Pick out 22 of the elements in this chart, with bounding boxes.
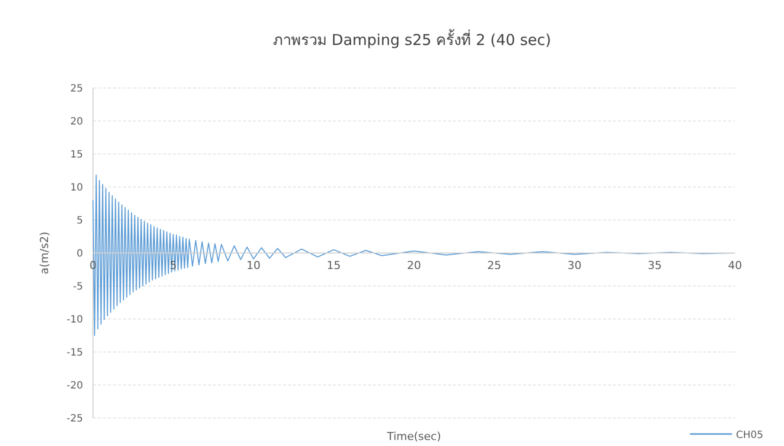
y-axis-title: a(m/s2) xyxy=(38,232,51,274)
legend-label: CH05 xyxy=(736,430,764,441)
y-tick-label: 20 xyxy=(70,116,83,128)
x-tick-label: 10 xyxy=(246,259,260,272)
y-tick-label: 5 xyxy=(76,216,83,226)
y-tick-label: -15 xyxy=(66,348,83,358)
y-tick-label: 10 xyxy=(70,182,83,194)
y-tick-label: 15 xyxy=(70,150,83,160)
x-tick-label: 35 xyxy=(648,259,662,272)
y-tick-label: -25 xyxy=(66,414,83,424)
y-tick-label: -10 xyxy=(66,314,83,326)
chart-title: ภาพรวม Damping s25 ครั้งที่ 2 (40 sec) xyxy=(272,29,552,49)
y-tick-label: 25 xyxy=(70,84,83,94)
x-tick-label: 20 xyxy=(407,259,421,272)
y-tick-label: 0 xyxy=(76,248,83,260)
x-tick-label: 30 xyxy=(568,259,582,272)
x-tick-label: 25 xyxy=(487,259,502,272)
x-tick-label: 40 xyxy=(728,259,742,272)
x-axis-title: Time(sec) xyxy=(386,430,442,443)
x-tick-label: 15 xyxy=(326,259,341,272)
y-tick-label: -20 xyxy=(66,380,83,392)
y-tick-label: -5 xyxy=(73,282,83,292)
